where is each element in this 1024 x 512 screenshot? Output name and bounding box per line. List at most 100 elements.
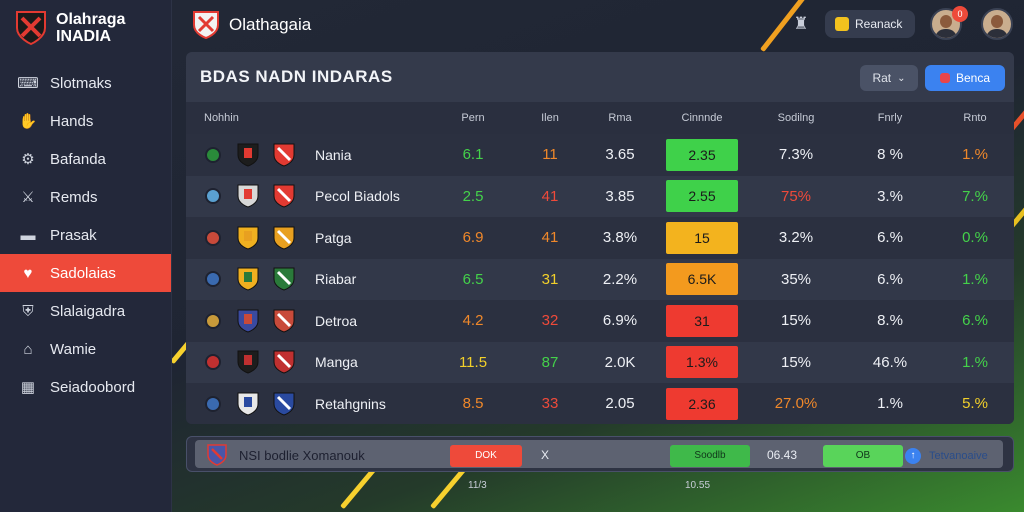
sword-icon: ⚔ xyxy=(21,189,35,206)
rma-cell: 2.05 xyxy=(584,383,656,424)
rnto-cell: 7.% xyxy=(936,175,1014,217)
sidebar-item[interactable]: ♥ Sadolaias xyxy=(0,254,171,292)
ilen-value: 11 xyxy=(542,146,558,164)
match-link[interactable]: ↑ Tetvanoaive xyxy=(905,445,988,467)
value-pill[interactable]: 2.36 xyxy=(666,387,738,420)
column-header[interactable]: Ilen xyxy=(541,112,559,124)
sidebar-item[interactable]: ▬ Prasak xyxy=(0,216,171,254)
team-cell: Pecol Biadols xyxy=(186,175,430,217)
panel-title: BDAS NADN INDARAS xyxy=(200,67,393,86)
team-name: Riabar xyxy=(315,271,357,288)
primary-button[interactable]: Benca xyxy=(925,65,1005,91)
value-pill[interactable]: 15 xyxy=(666,221,738,254)
rnto-cell: 5.% xyxy=(936,383,1014,424)
table-header-row: Nohhin Pern Ilen Rma Cinnnde Sodilng Fnrly Rnto xyxy=(186,102,1014,134)
table-row[interactable]: Nania 6.1 11 3.65 2.35 7.3% 8 % 1.% xyxy=(186,134,1014,176)
fnrly-cell: 6.% xyxy=(844,217,936,259)
gamepad-icon: ⌨ xyxy=(17,75,39,92)
rnto-value: 1.% xyxy=(962,146,988,164)
fnrly-value: 46.% xyxy=(872,353,908,371)
team-cell: Manga xyxy=(186,341,430,383)
team-crest-icon xyxy=(273,143,295,167)
team-name: Patga xyxy=(315,229,352,246)
value-pill[interactable]: 2.55 xyxy=(666,180,738,213)
sidebar-item-label: Bafanda xyxy=(50,150,106,168)
sodilng-value: 15% xyxy=(780,312,812,330)
sidebar-nav: ⌨ Slotmaks ✋ Hands ⚙ Bafanda ⚔ Remds ▬ Prasak ♥ Sad… xyxy=(0,64,171,406)
panel-header: BDAS NADN INDARAS Rat ⌄ Benca xyxy=(186,52,1014,102)
sodilng-value: 35% xyxy=(780,270,812,288)
user-avatar[interactable] xyxy=(981,8,1013,40)
fnrly-cell: 6.% xyxy=(844,258,936,300)
column-header[interactable]: Rma xyxy=(608,112,632,124)
pern-cell: 2.5 xyxy=(430,175,516,217)
column-header[interactable]: Rnto xyxy=(963,112,987,124)
pern-value: 6.5 xyxy=(462,270,484,288)
fnrly-value: 3.% xyxy=(877,187,903,205)
match-number: 06.43 xyxy=(767,448,798,462)
team-name: Retahgnins xyxy=(315,395,386,412)
column-header[interactable]: Nohhin xyxy=(204,112,239,124)
sidebar-item[interactable]: ✋ Hands xyxy=(0,102,171,140)
column-header[interactable]: Pern xyxy=(461,112,485,124)
pern-value: 11.5 xyxy=(458,353,488,371)
table-row[interactable]: Retahgnins 8.5 33 2.05 2.36 27.0% 1.% 5.% xyxy=(186,383,1014,424)
trophy-icon[interactable]: ♜ xyxy=(793,14,809,33)
value-pill[interactable]: 6.5K xyxy=(666,263,738,296)
pern-cell: 6.1 xyxy=(430,134,516,176)
ilen-cell: 32 xyxy=(516,300,584,342)
table-row[interactable]: Detroa 4.2 32 6.9% 31 15% 8.% 6.% xyxy=(186,300,1014,342)
top-action-button[interactable]: Reanack xyxy=(825,10,915,38)
column-header[interactable]: Sodilng xyxy=(777,112,815,124)
sidebar-item[interactable]: ▦ Seiadoobord xyxy=(0,368,171,406)
pern-cell: 4.2 xyxy=(430,300,516,342)
sidebar-item[interactable]: ⌂ Wamie xyxy=(0,330,171,368)
column-header[interactable]: Fnrly xyxy=(877,112,903,124)
value-pill[interactable]: 1.3% xyxy=(666,346,738,379)
sidebar-item[interactable]: ⛨ Slalaigadra xyxy=(0,292,171,330)
sidebar-item-label: Seiadoobord xyxy=(50,378,136,396)
notification-badge: 0 xyxy=(952,6,968,22)
brand[interactable]: Olahraga INADIA xyxy=(0,0,171,56)
rnto-cell: 0.% xyxy=(936,217,1014,259)
cinnnde-cell: 2.55 xyxy=(656,175,748,217)
hand-icon: ✋ xyxy=(18,113,38,130)
team-name: Nania xyxy=(315,146,352,163)
rma-cell: 6.9% xyxy=(584,300,656,342)
column-header[interactable]: Cinnnde xyxy=(681,112,723,124)
match-green-chip-2[interactable]: OB xyxy=(823,445,903,467)
filter-dropdown[interactable]: Rat ⌄ xyxy=(860,65,918,91)
table-row[interactable]: Patga 6.9 41 3.8% 15 3.2% 6.% 0.% xyxy=(186,217,1014,259)
table-row[interactable]: Pecol Biadols 2.5 41 3.85 2.55 75% 3.% 7.% xyxy=(186,175,1014,217)
pern-value: 6.1 xyxy=(462,146,484,164)
home-icon: ⌂ xyxy=(23,340,33,358)
ilen-cell: 33 xyxy=(516,383,584,424)
value-pill[interactable]: 31 xyxy=(666,304,738,337)
chevron-down-icon: ⌄ xyxy=(897,72,906,84)
filter-label: Rat xyxy=(872,71,892,85)
rma-value: 6.9% xyxy=(602,312,638,330)
cinnnde-cell: 31 xyxy=(656,300,748,342)
pern-value: 4.2 xyxy=(462,312,484,330)
rnto-cell: 1.% xyxy=(936,258,1014,300)
sidebar-item[interactable]: ⌨ Slotmaks xyxy=(0,64,171,102)
team-crest-icon xyxy=(273,350,295,374)
table-row[interactable]: Riabar 6.5 31 2.2% 6.5K 35% 6.% 1.% xyxy=(186,258,1014,300)
team-crest-icon xyxy=(273,392,295,416)
sodilng-value: 7.3% xyxy=(778,146,814,164)
brand-line1: Olahraga xyxy=(56,11,126,28)
rnto-cell: 6.% xyxy=(936,300,1014,342)
match-bar[interactable]: NSI bodlie Xomanouk DOK X Soodlb 06.43 O… xyxy=(186,436,1014,472)
match-red-chip[interactable]: DOK xyxy=(450,445,522,467)
match-x-text: X xyxy=(541,448,550,462)
match-green-chip[interactable]: Soodlb xyxy=(670,445,750,467)
rma-value: 2.0K xyxy=(604,353,636,371)
sidebar-item-label: Slotmaks xyxy=(50,74,112,92)
top-action-label: Reanack xyxy=(855,17,903,31)
value-pill[interactable]: 2.35 xyxy=(666,138,738,171)
team-badge-icon xyxy=(205,312,221,329)
sidebar-item[interactable]: ⚙ Bafanda xyxy=(0,140,171,178)
table-row[interactable]: Manga 11.5 87 2.0K 1.3% 15% 46.% 1.% xyxy=(186,341,1014,383)
sidebar-item[interactable]: ⚔ Remds xyxy=(0,178,171,216)
team-crest-icon xyxy=(237,143,259,167)
